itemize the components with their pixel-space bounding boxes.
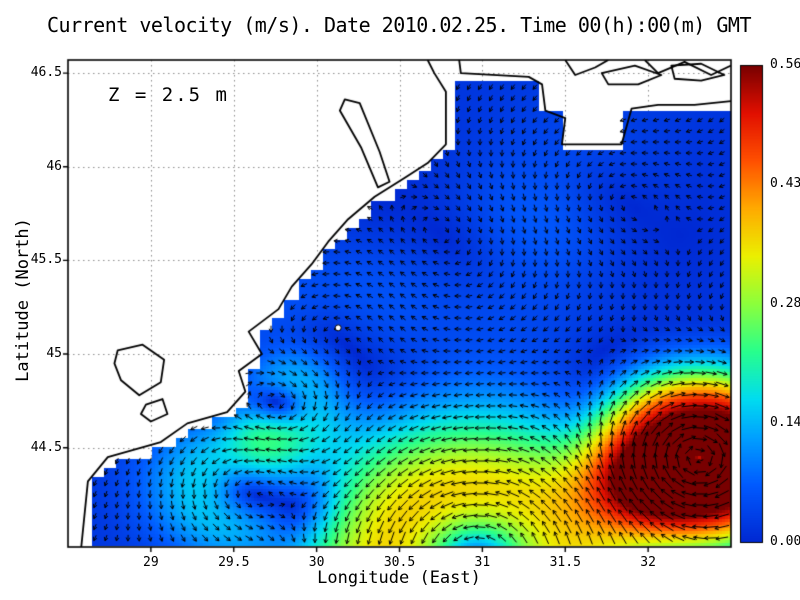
tick-label: 29 — [143, 555, 159, 570]
tick-label: 46 — [46, 158, 62, 174]
depth-annotation: Z = 2.5 m — [108, 84, 229, 106]
tick-label: 30 — [308, 555, 325, 570]
tick-label: 30.5 — [383, 555, 416, 570]
tick-label: 31.5 — [549, 555, 581, 570]
tick-label: 32 — [640, 555, 656, 570]
tick-label: 31 — [474, 555, 491, 570]
x-axis-label: Longitude (East) — [317, 568, 481, 588]
tick-label: 44.5 — [30, 439, 62, 455]
tick-label: 29.5 — [218, 555, 250, 570]
tick-label: 0.14 — [770, 414, 800, 430]
tick-label: 0.28 — [770, 295, 800, 311]
chart-title: Current velocity (m/s). Date 2010.02.25.… — [46, 13, 752, 37]
tick-label: 46.5 — [30, 65, 62, 81]
tick-label: 0.43 — [770, 176, 800, 192]
tick-label: 0.00 — [770, 534, 800, 549]
tick-label: 0.56 — [770, 57, 800, 72]
tick-label: 45 — [46, 346, 62, 362]
tick-label: 45.5 — [30, 252, 62, 268]
